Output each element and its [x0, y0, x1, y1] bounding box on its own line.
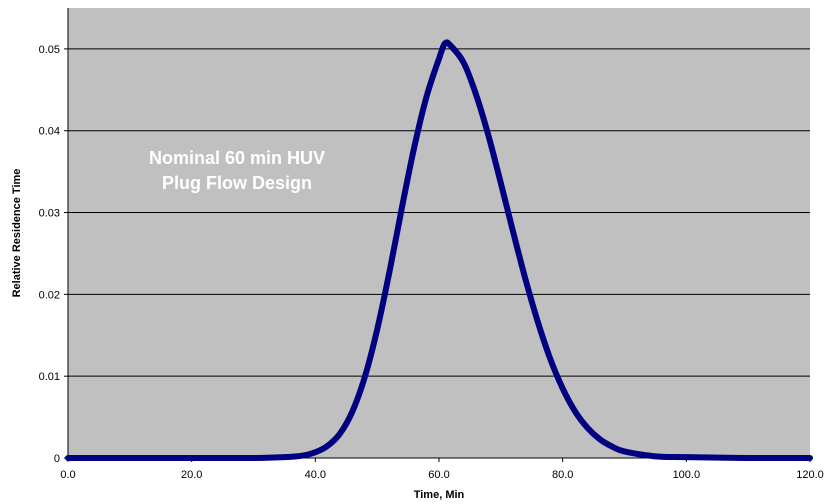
y-tick-label: 0.04	[39, 126, 60, 138]
grid-lines	[68, 48, 810, 377]
x-tick-label: 120.0	[796, 469, 824, 481]
y-axis-title: Relative Residence Time	[11, 169, 23, 298]
y-tick-label: 0.01	[39, 371, 60, 383]
y-tick-label: 0	[54, 453, 60, 465]
y-tick-label: 0.03	[39, 208, 60, 220]
series-line	[65, 39, 813, 461]
x-axis-title: Time, Min	[414, 489, 465, 501]
annotation-line-2: Plug Flow Design	[162, 173, 312, 193]
x-tick-label: 0.0	[60, 469, 75, 481]
x-tick-label: 60.0	[428, 469, 449, 481]
plot-area	[68, 8, 810, 458]
y-tick-label: 0.02	[39, 289, 60, 301]
y-ticks: 0 0.01 0.02 0.03 0.04 0.05	[39, 44, 68, 465]
x-tick-label: 40.0	[305, 469, 326, 481]
x-tick-label: 20.0	[181, 469, 202, 481]
y-tick-label: 0.05	[39, 44, 60, 56]
x-tick-label: 80.0	[552, 469, 573, 481]
x-ticks: 0.0 20.0 40.0 60.0 80.0 100.0 120.0	[60, 458, 824, 481]
annotation-line-1: Nominal 60 min HUV	[149, 148, 325, 168]
x-tick-label: 100.0	[673, 469, 701, 481]
